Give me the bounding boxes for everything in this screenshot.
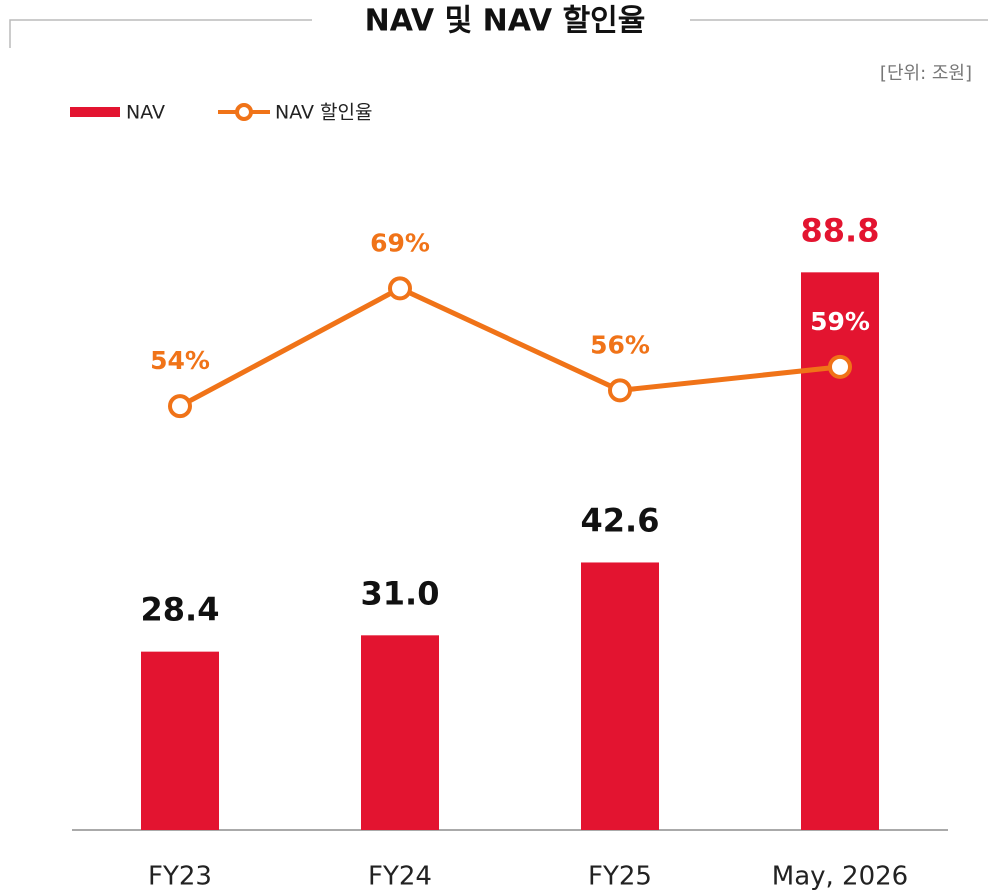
x-tick-label: FY23	[148, 862, 212, 892]
point	[828, 354, 852, 379]
point	[608, 378, 632, 403]
point	[388, 276, 412, 301]
data-label: 56%	[590, 330, 650, 359]
data-label: 42.6	[581, 501, 660, 539]
data-label: 28.4	[141, 591, 220, 629]
data-label: 69%	[370, 228, 430, 257]
data-label: 88.8	[801, 211, 880, 249]
x-tick-label: May, 2026	[772, 862, 908, 892]
title-rule	[9, 19, 312, 48]
bar	[361, 635, 439, 830]
x-tick-label: FY25	[588, 862, 652, 892]
x-tick-label: FY24	[368, 862, 432, 892]
bar	[141, 651, 219, 830]
data-label: 59%	[810, 307, 870, 336]
data-label: 54%	[150, 346, 210, 375]
data-label: 31.0	[361, 574, 440, 612]
line	[178, 285, 841, 409]
bar	[581, 562, 659, 830]
unit-note: [단위: 조원]	[880, 63, 972, 84]
legend-swatch	[235, 103, 253, 121]
legend-swatch	[70, 107, 120, 117]
point	[168, 394, 192, 419]
legend-label: NAV 할인율	[275, 102, 372, 124]
legend-label: NAV	[126, 102, 165, 124]
chart-title: NAV 및 NAV 할인율	[365, 4, 646, 39]
